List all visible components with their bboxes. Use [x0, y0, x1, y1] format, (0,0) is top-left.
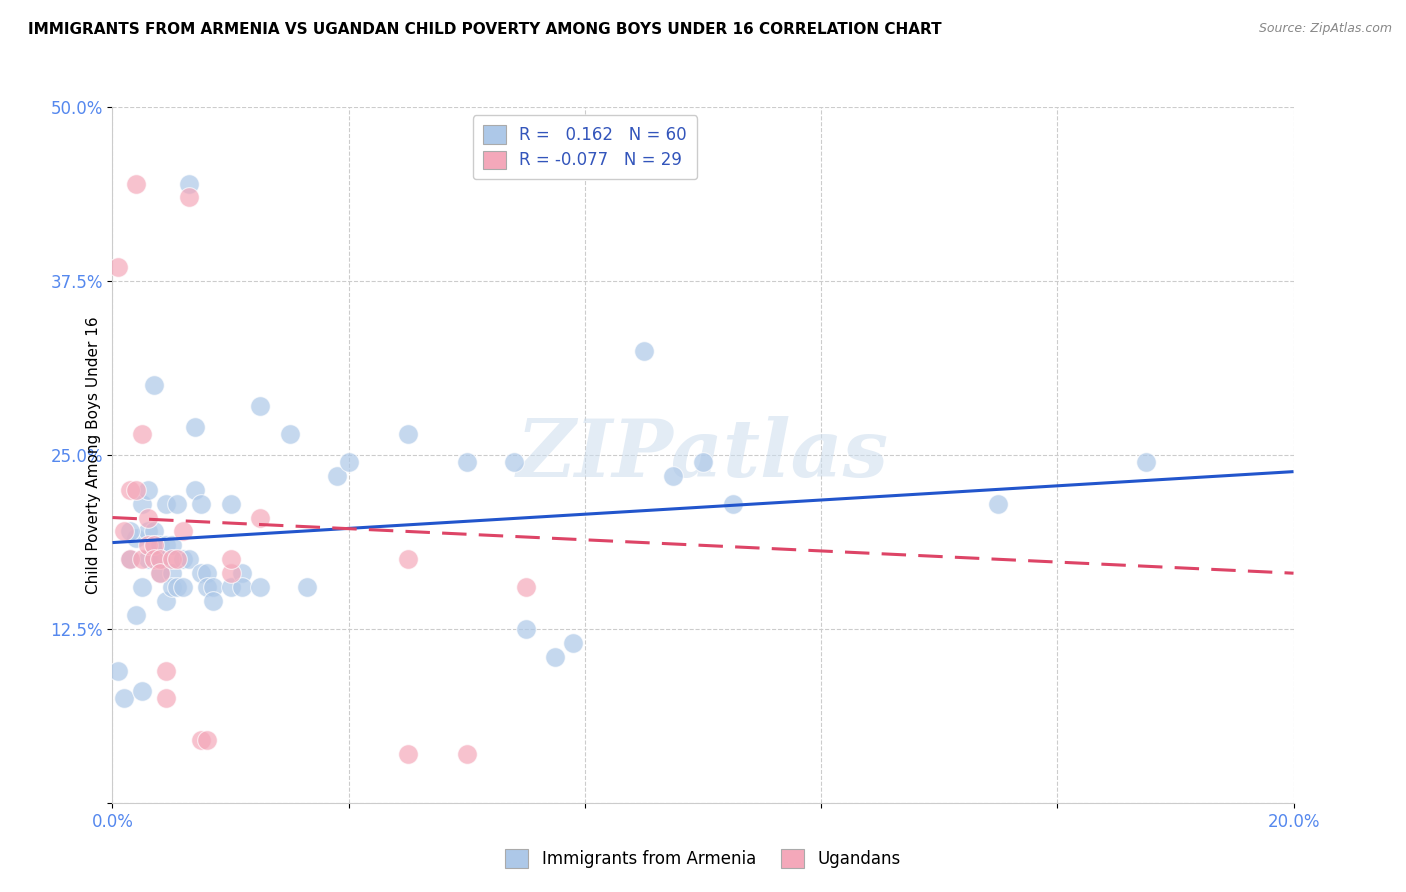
- Point: [155, 664, 177, 678]
- Point: [184, 483, 207, 497]
- Point: [125, 483, 148, 497]
- Point: [456, 747, 478, 761]
- Point: [219, 580, 242, 594]
- Point: [515, 622, 537, 636]
- Legend: Immigrants from Armenia, Ugandans: Immigrants from Armenia, Ugandans: [498, 843, 908, 875]
- Point: [160, 552, 183, 566]
- Point: [155, 594, 177, 608]
- Point: [142, 552, 165, 566]
- Point: [136, 510, 159, 524]
- Y-axis label: Child Poverty Among Boys Under 16: Child Poverty Among Boys Under 16: [86, 316, 101, 594]
- Point: [195, 733, 218, 747]
- Point: [184, 420, 207, 434]
- Point: [120, 483, 142, 497]
- Point: [131, 427, 153, 442]
- Point: [120, 552, 142, 566]
- Point: [297, 580, 319, 594]
- Point: [201, 594, 224, 608]
- Point: [131, 497, 153, 511]
- Text: ZIPatlas: ZIPatlas: [517, 417, 889, 493]
- Point: [179, 177, 201, 191]
- Point: [219, 552, 242, 566]
- Point: [155, 538, 177, 552]
- Point: [190, 497, 212, 511]
- Point: [633, 343, 655, 358]
- Point: [396, 552, 419, 566]
- Point: [179, 552, 201, 566]
- Point: [692, 455, 714, 469]
- Point: [987, 497, 1010, 511]
- Point: [166, 552, 188, 566]
- Point: [190, 566, 212, 581]
- Point: [195, 566, 218, 581]
- Point: [136, 483, 159, 497]
- Point: [337, 455, 360, 469]
- Point: [136, 538, 159, 552]
- Point: [172, 524, 194, 539]
- Point: [219, 497, 242, 511]
- Point: [201, 580, 224, 594]
- Point: [179, 190, 201, 204]
- Point: [456, 455, 478, 469]
- Point: [160, 580, 183, 594]
- Point: [396, 427, 419, 442]
- Point: [195, 580, 218, 594]
- Point: [155, 497, 177, 511]
- Point: [107, 260, 129, 274]
- Point: [231, 566, 253, 581]
- Point: [136, 552, 159, 566]
- Point: [149, 566, 172, 581]
- Point: [544, 649, 567, 664]
- Point: [142, 538, 165, 552]
- Text: Source: ZipAtlas.com: Source: ZipAtlas.com: [1258, 22, 1392, 36]
- Point: [120, 524, 142, 539]
- Point: [219, 566, 242, 581]
- Point: [120, 552, 142, 566]
- Point: [172, 580, 194, 594]
- Point: [142, 378, 165, 392]
- Point: [396, 747, 419, 761]
- Point: [249, 399, 271, 413]
- Point: [160, 538, 183, 552]
- Point: [172, 552, 194, 566]
- Point: [515, 580, 537, 594]
- Point: [166, 497, 188, 511]
- Point: [125, 532, 148, 546]
- Point: [231, 580, 253, 594]
- Point: [125, 607, 148, 622]
- Point: [125, 177, 148, 191]
- Point: [166, 580, 188, 594]
- Point: [131, 684, 153, 698]
- Point: [142, 524, 165, 539]
- Point: [107, 664, 129, 678]
- Point: [142, 538, 165, 552]
- Point: [136, 524, 159, 539]
- Point: [190, 733, 212, 747]
- Point: [149, 538, 172, 552]
- Point: [249, 510, 271, 524]
- Point: [662, 468, 685, 483]
- Point: [131, 580, 153, 594]
- Point: [149, 552, 172, 566]
- Text: IMMIGRANTS FROM ARMENIA VS UGANDAN CHILD POVERTY AMONG BOYS UNDER 16 CORRELATION: IMMIGRANTS FROM ARMENIA VS UGANDAN CHILD…: [28, 22, 942, 37]
- Point: [1135, 455, 1157, 469]
- Point: [503, 455, 526, 469]
- Point: [149, 566, 172, 581]
- Point: [249, 580, 271, 594]
- Point: [149, 552, 172, 566]
- Point: [326, 468, 349, 483]
- Point: [131, 552, 153, 566]
- Point: [721, 497, 744, 511]
- Point: [155, 691, 177, 706]
- Point: [278, 427, 301, 442]
- Legend: R =   0.162   N = 60, R = -0.077   N = 29: R = 0.162 N = 60, R = -0.077 N = 29: [472, 115, 697, 179]
- Point: [562, 636, 585, 650]
- Point: [160, 566, 183, 581]
- Point: [112, 524, 135, 539]
- Point: [112, 691, 135, 706]
